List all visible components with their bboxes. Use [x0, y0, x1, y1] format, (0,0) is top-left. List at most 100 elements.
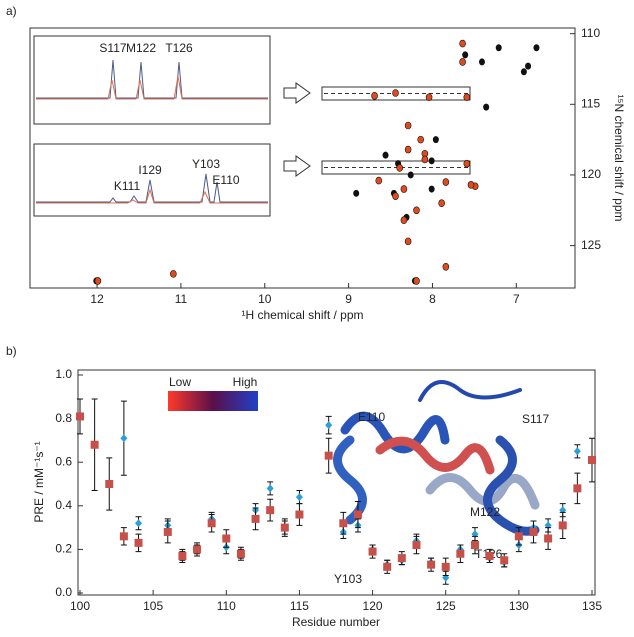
colorbar-label: Low [169, 375, 191, 389]
x-tick-label: 8 [429, 292, 436, 306]
x-axis-label: Residue number [292, 615, 380, 629]
marker [383, 562, 392, 571]
marker [588, 456, 596, 465]
marker [266, 506, 275, 515]
y-axis-label: PRE / mM⁻¹s⁻¹ [32, 441, 46, 522]
peak [425, 93, 433, 102]
marker [456, 549, 465, 558]
marker [178, 551, 187, 560]
peak [459, 58, 466, 66]
peak [404, 121, 412, 130]
peak-label: E110 [212, 173, 239, 187]
peak-label: Y103 [192, 157, 220, 171]
y-axis-label: ¹⁵N chemical shift / ppm [612, 94, 626, 221]
x-tick-label: 120 [363, 599, 383, 613]
peak [438, 199, 445, 208]
x-axis-label: ¹H chemical shift / ppm [241, 308, 363, 322]
marker [529, 527, 538, 536]
marker [470, 541, 479, 550]
peak [495, 44, 502, 52]
marker [368, 547, 377, 556]
marker [222, 534, 231, 543]
peak [400, 216, 408, 224]
marker [193, 545, 202, 554]
y-tick-label: 0.4 [55, 498, 72, 512]
peak-label: I129 [138, 163, 162, 177]
marker [558, 521, 567, 530]
marker [295, 493, 303, 502]
colorbar-label: High [233, 375, 258, 389]
peak [404, 145, 412, 154]
peak [478, 58, 485, 66]
peak [520, 68, 527, 76]
x-tick-label: 130 [509, 599, 529, 613]
peak [442, 263, 450, 271]
marker [76, 412, 84, 421]
y-tick-label: 110 [581, 26, 600, 40]
peak [392, 89, 399, 97]
colorbar [168, 391, 258, 411]
peak [94, 277, 102, 285]
x-tick-label: 110 [217, 599, 236, 613]
peak [483, 103, 490, 111]
marker [163, 527, 172, 536]
peak [442, 178, 450, 186]
y-tick-label: 115 [581, 96, 600, 110]
peak [462, 51, 469, 59]
plot-frame [77, 369, 596, 596]
peak [375, 176, 383, 185]
y-tick-label: 1.0 [55, 367, 72, 381]
peak [463, 93, 471, 102]
peak [525, 62, 532, 70]
marker [353, 510, 362, 519]
structure-label: M122 [470, 505, 500, 519]
y-tick-label: 125 [581, 238, 601, 252]
x-tick-label: 12 [90, 292, 104, 306]
structure-label: Y103 [334, 572, 362, 586]
inset-spectra [33, 35, 471, 217]
peak-label: T126 [165, 41, 193, 55]
marker [485, 551, 494, 560]
marker [500, 556, 509, 565]
peak [404, 237, 412, 246]
peak-label: S117 [99, 41, 126, 55]
marker [441, 562, 450, 571]
peak-label: K111 [114, 179, 141, 193]
structure-label: S117 [522, 412, 549, 426]
marker [573, 484, 582, 493]
peak [396, 164, 404, 172]
marker [105, 480, 114, 488]
x-tick-label: 100 [70, 599, 90, 613]
peak [371, 92, 378, 100]
x-tick-label: 10 [258, 292, 272, 306]
marker [280, 523, 289, 532]
marker [573, 447, 581, 456]
x-tick-label: 135 [582, 599, 602, 613]
peak [400, 185, 408, 193]
marker [514, 532, 523, 541]
x-tick-label: 7 [513, 292, 520, 306]
panel-label: a) [6, 4, 17, 18]
peak [421, 155, 429, 164]
x-tick-label: 11 [175, 292, 188, 306]
marker [397, 554, 406, 563]
peak [413, 277, 420, 285]
marker [427, 560, 436, 569]
marker [324, 451, 333, 460]
marker [266, 484, 274, 493]
peak [353, 189, 360, 197]
y-tick-label: 0.0 [55, 585, 72, 599]
y-tick-label: 0.6 [55, 454, 72, 468]
panel-label: b) [6, 344, 17, 358]
marker [134, 538, 143, 547]
marker [325, 421, 333, 430]
marker [339, 519, 348, 528]
peak [413, 206, 420, 215]
y-tick-label: 0.2 [55, 542, 72, 556]
peak-label: M122 [126, 41, 156, 55]
marker [207, 519, 216, 528]
peak [432, 136, 439, 144]
marker [544, 534, 553, 543]
marker [295, 510, 304, 519]
